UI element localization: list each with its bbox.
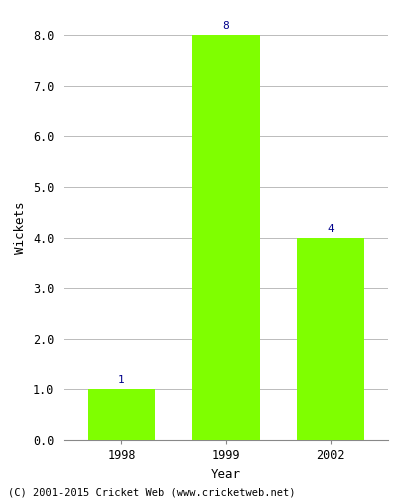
Y-axis label: Wickets: Wickets [14, 201, 27, 254]
Bar [88, 390, 156, 440]
Text: (C) 2001-2015 Cricket Web (www.cricketweb.net): (C) 2001-2015 Cricket Web (www.cricketwe… [8, 488, 296, 498]
Bar [296, 238, 364, 440]
Text: 4: 4 [327, 224, 334, 234]
Text: 1: 1 [118, 376, 125, 386]
Bar [192, 35, 260, 440]
Text: 8: 8 [223, 21, 229, 31]
X-axis label: Year: Year [211, 468, 241, 480]
